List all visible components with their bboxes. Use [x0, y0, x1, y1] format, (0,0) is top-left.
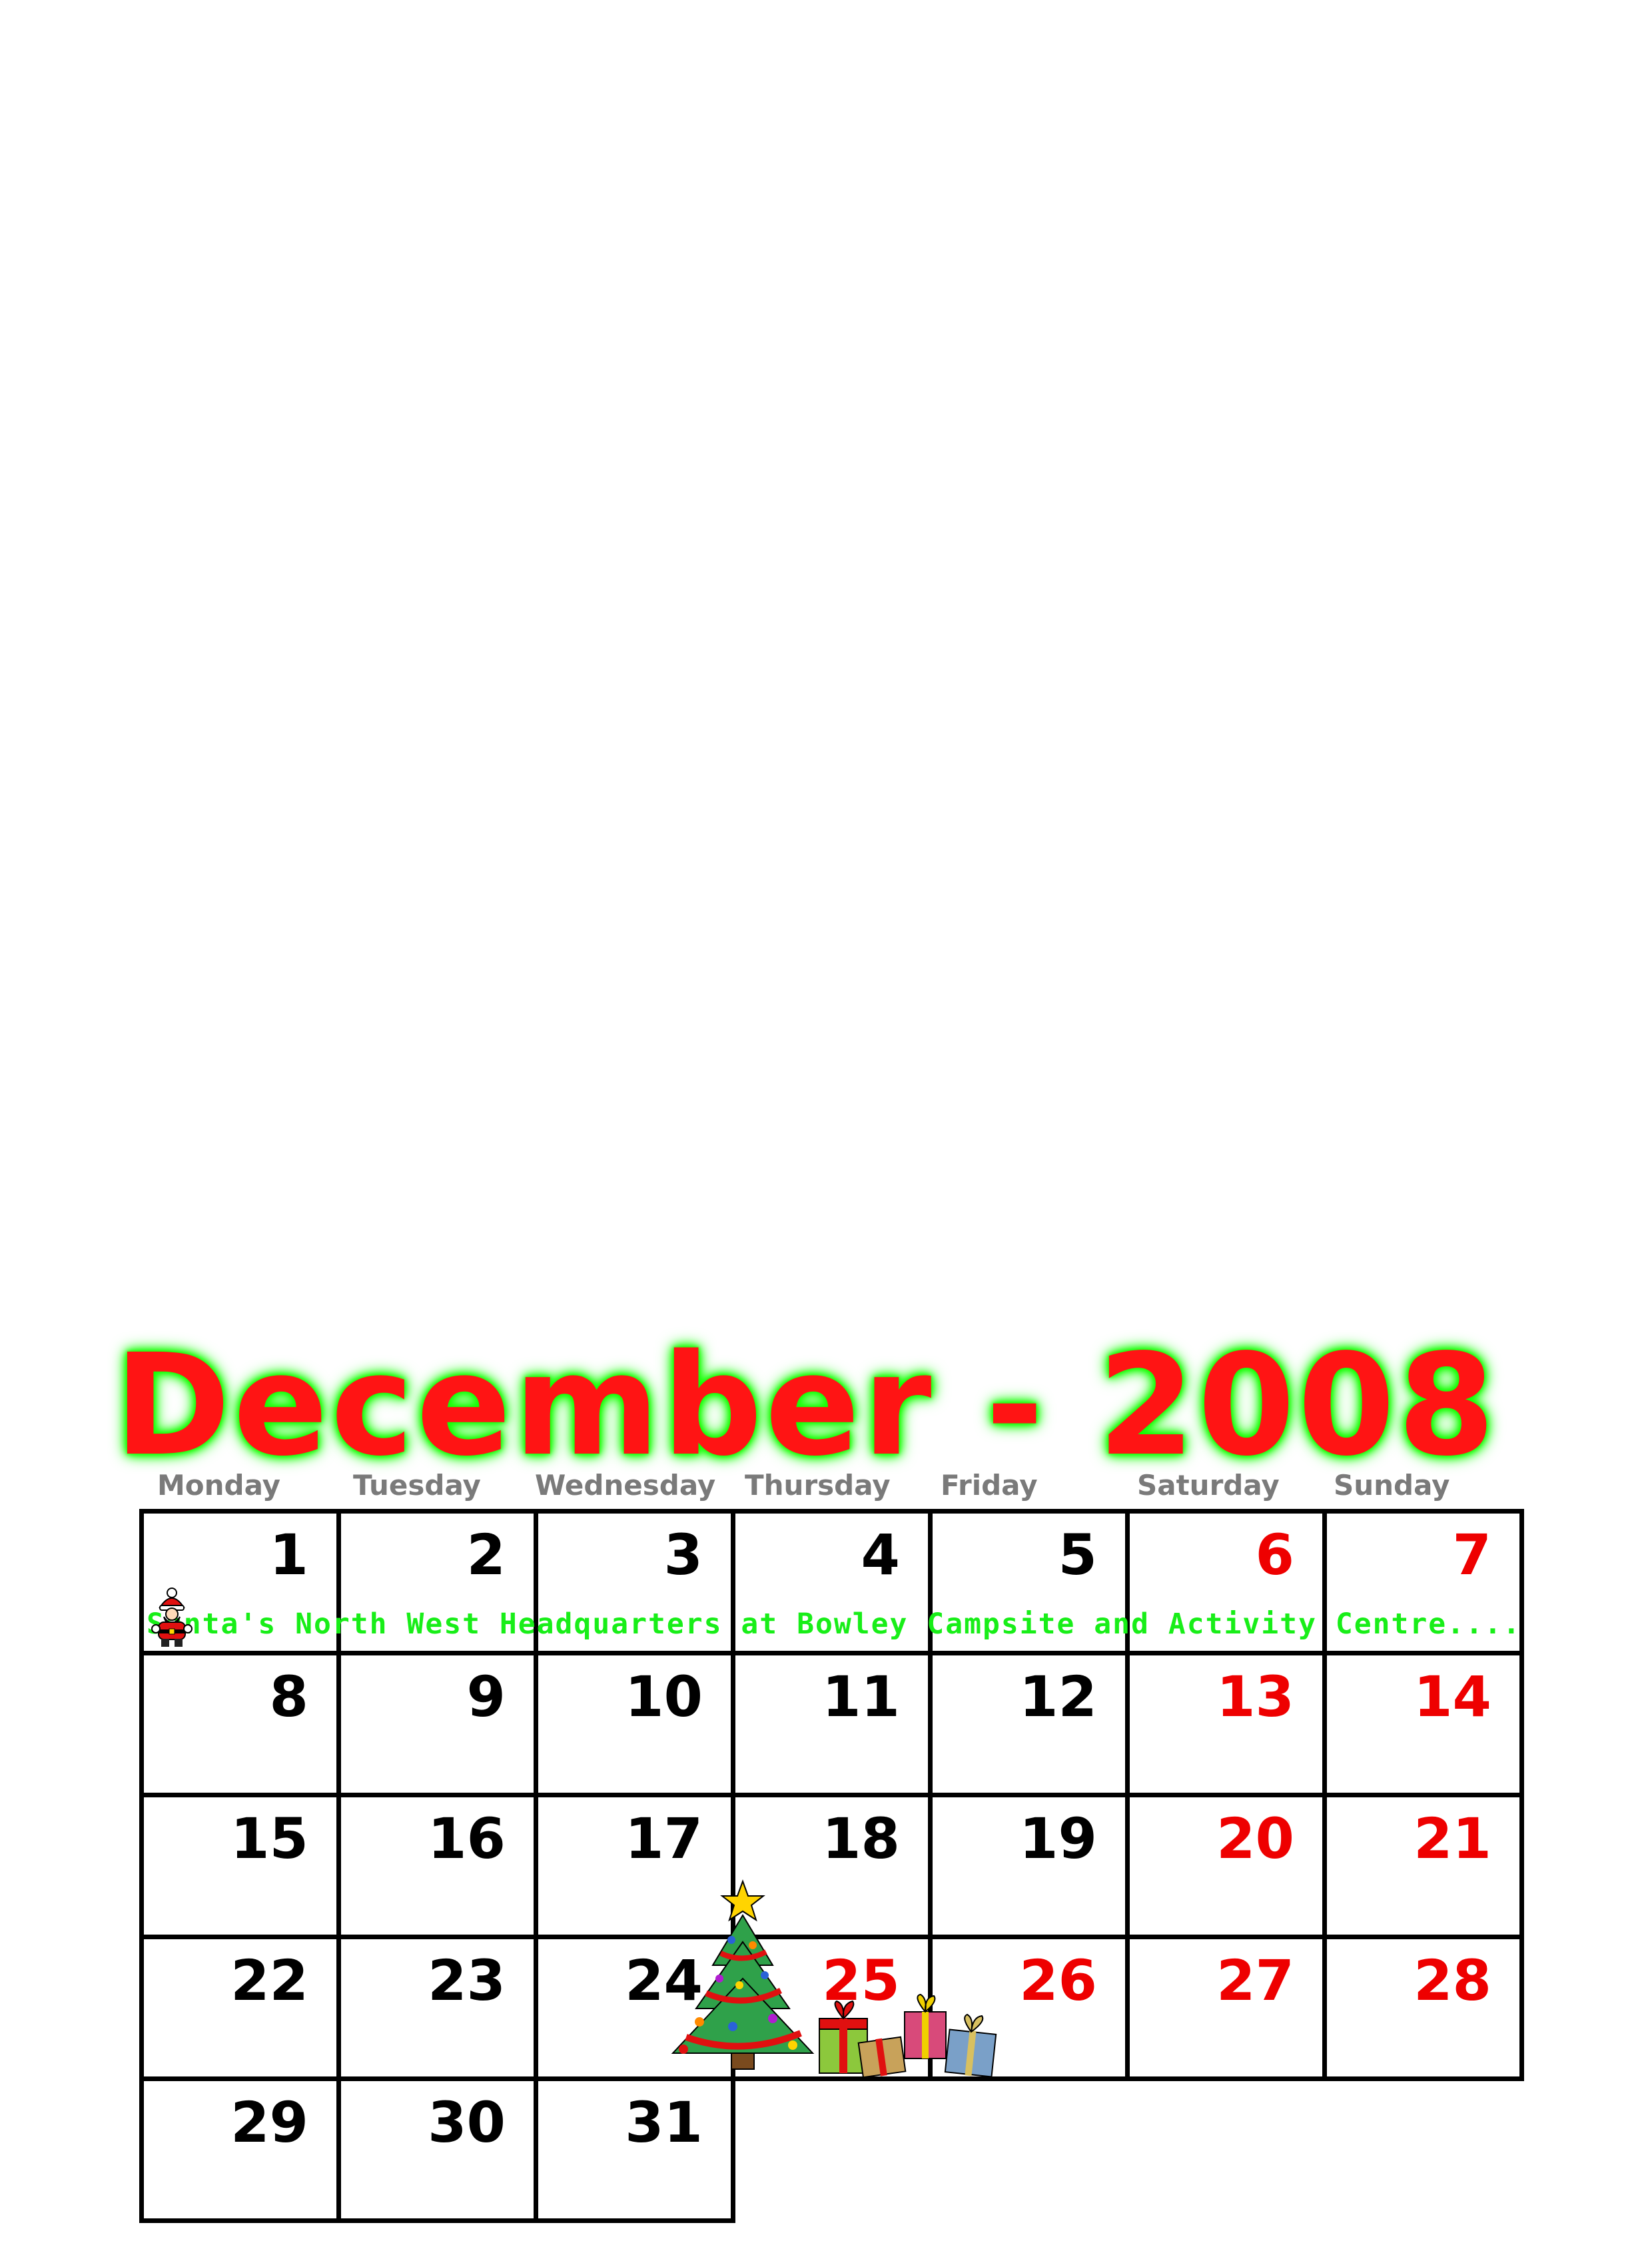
day-header-thursday: Thursday [745, 1469, 891, 1502]
day-cell: 13 [1125, 1651, 1327, 1797]
date-number: 29 [230, 2090, 308, 2155]
day-cell: 8 [139, 1651, 341, 1797]
date-number: 12 [1019, 1664, 1097, 1729]
date-number: 15 [230, 1806, 308, 1871]
santa-icon [151, 1587, 193, 1647]
day-cell: 21 [1322, 1793, 1524, 1939]
day-cell: 2 [336, 1509, 538, 1655]
day-cell: 12 [928, 1651, 1130, 1797]
christmas-tree-icon [671, 1879, 815, 2070]
date-number: 11 [822, 1664, 900, 1729]
date-number: 30 [428, 2090, 506, 2155]
day-cell: 5 [928, 1509, 1130, 1655]
date-number: 16 [428, 1806, 506, 1871]
day-cell: 20 [1125, 1793, 1327, 1939]
day-cell: 22 [139, 1935, 341, 2081]
date-number: 27 [1216, 1948, 1294, 2013]
date-number: 5 [1058, 1522, 1097, 1587]
date-number: 19 [1019, 1806, 1097, 1871]
date-number: 31 [625, 2090, 703, 2155]
event-banner: Santa's North West Headquarters at Bowle… [147, 1607, 1521, 1641]
date-number: 2 [466, 1522, 506, 1587]
date-number: 22 [230, 1948, 308, 2013]
date-number: 21 [1414, 1806, 1491, 1871]
day-header-friday: Friday [941, 1469, 1038, 1502]
day-header-tuesday: Tuesday [353, 1469, 481, 1502]
day-cell: 15 [139, 1793, 341, 1939]
date-number: 28 [1414, 1948, 1491, 2013]
date-number: 1 [269, 1522, 308, 1587]
date-number: 7 [1452, 1522, 1491, 1587]
day-header-saturday: Saturday [1137, 1469, 1280, 1502]
day-cell: 30 [336, 2076, 538, 2223]
date-number: 13 [1216, 1664, 1294, 1729]
date-number: 24 [625, 1948, 703, 2013]
date-number: 18 [822, 1806, 900, 1871]
date-number: 20 [1216, 1806, 1294, 1871]
date-number: 3 [663, 1522, 703, 1587]
day-cell: 3 [534, 1509, 735, 1655]
date-number: 26 [1019, 1948, 1097, 2013]
date-number: 8 [269, 1664, 308, 1729]
day-cell: 23 [336, 1935, 538, 2081]
day-cell: 29 [139, 2076, 341, 2223]
date-number: 23 [428, 1948, 506, 2013]
gift-boxes-icon [819, 1993, 997, 2078]
date-number: 6 [1255, 1522, 1294, 1587]
day-cell: 28 [1322, 1935, 1524, 2081]
date-number: 4 [861, 1522, 900, 1587]
date-number: 10 [625, 1664, 703, 1729]
day-cell: 11 [731, 1651, 933, 1797]
day-cell: 27 [1125, 1935, 1327, 2081]
calendar-title: December - 2008 [114, 1324, 1498, 1487]
day-cell: 10 [534, 1651, 735, 1797]
day-header-monday: Monday [157, 1469, 281, 1502]
day-header-sunday: Sunday [1334, 1469, 1450, 1502]
day-cell: 9 [336, 1651, 538, 1797]
day-cell: 31 [534, 2076, 735, 2223]
day-header-wednesday: Wednesday [535, 1469, 716, 1502]
date-number: 14 [1414, 1664, 1491, 1729]
date-number: 9 [466, 1664, 506, 1729]
day-cell: 19 [928, 1793, 1130, 1939]
day-cell: 14 [1322, 1651, 1524, 1797]
date-number: 17 [625, 1806, 703, 1871]
day-cell: 16 [336, 1793, 538, 1939]
